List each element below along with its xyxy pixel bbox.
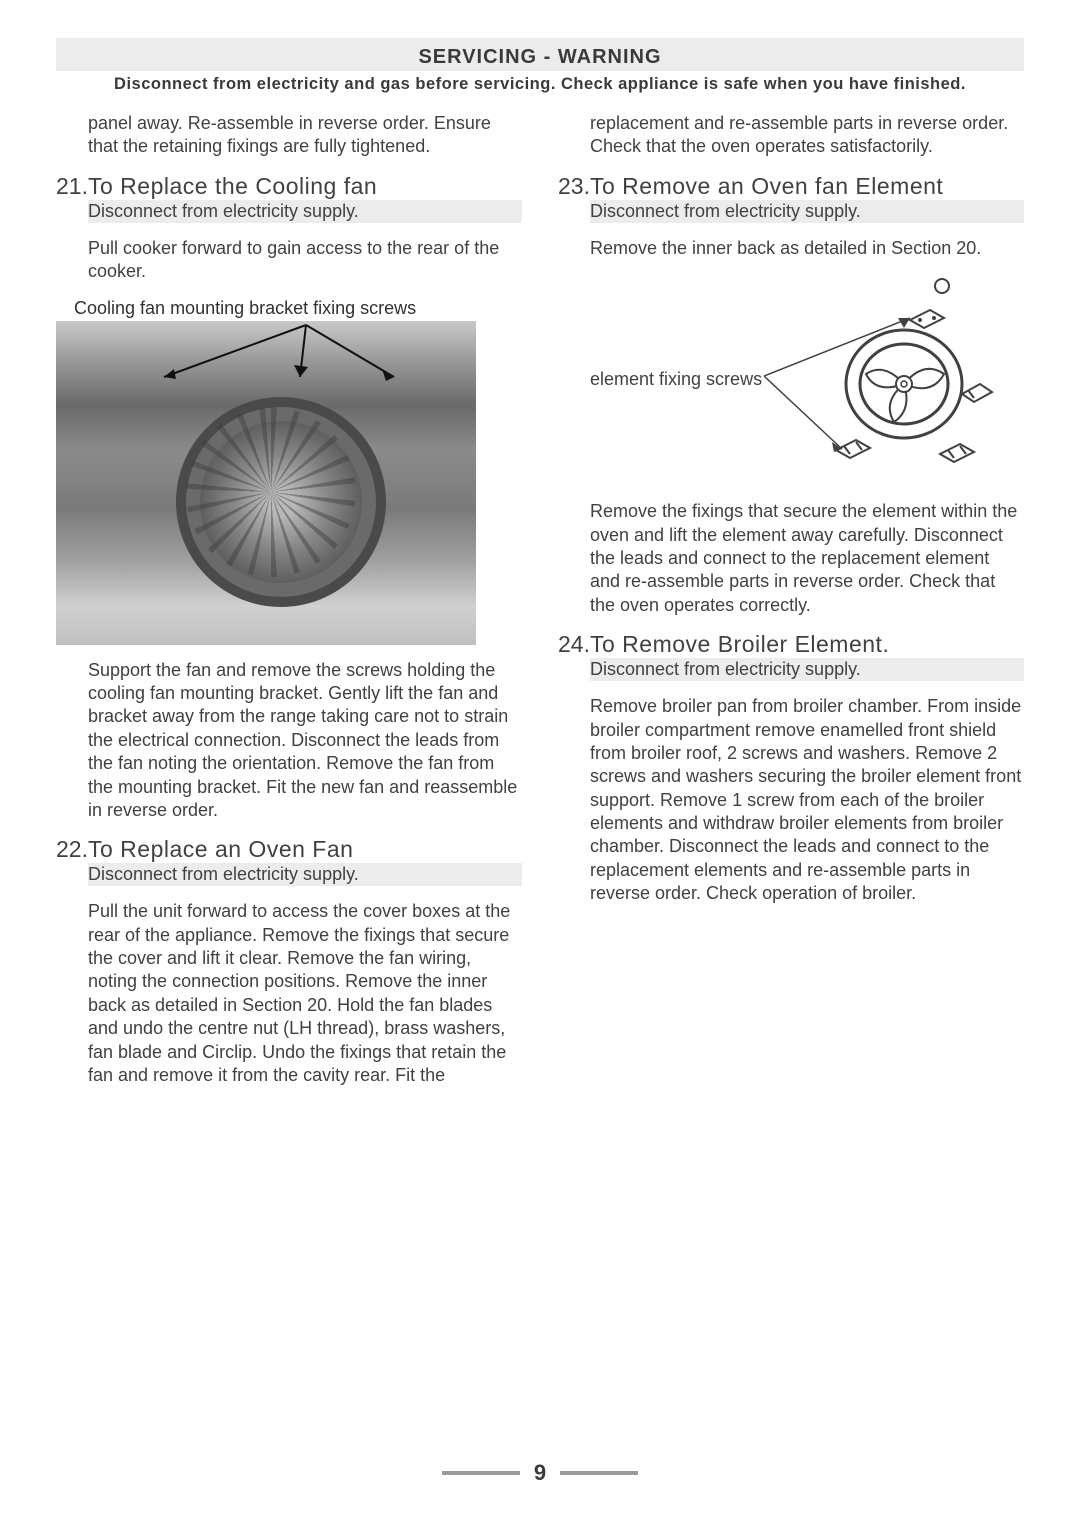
left-column: panel away. Re-assemble in reverse order… (56, 112, 522, 1101)
content-columns: panel away. Re-assemble in reverse order… (56, 112, 1024, 1101)
section-21-disconnect: Disconnect from electricity supply. (88, 200, 522, 223)
cooling-fan-photo (56, 321, 476, 645)
section-23-title: To Remove an Oven fan Element (590, 173, 943, 200)
footer-bar-right (560, 1471, 638, 1475)
page-number: 9 (534, 1460, 546, 1486)
section-22-num: 22. (56, 836, 88, 863)
section-23-head: 23. To Remove an Oven fan Element (558, 173, 1024, 200)
section-24-title: To Remove Broiler Element. (590, 631, 889, 658)
section-24-num: 24. (558, 631, 590, 658)
warning-banner: SERVICING - WARNING (56, 38, 1024, 71)
warning-title: SERVICING - WARNING (56, 46, 1024, 69)
page-footer: 9 (0, 1460, 1080, 1486)
section-21-head: 21. To Replace the Cooling fan (56, 173, 522, 200)
section-21-p2: Support the fan and remove the screws ho… (88, 659, 522, 823)
section-24-disconnect: Disconnect from electricity supply. (590, 658, 1024, 681)
section-23-p1: Remove the inner back as detailed in Sec… (590, 237, 1024, 260)
section-24-p1: Remove broiler pan from broiler chamber.… (590, 695, 1024, 906)
element-diagram-block: element fixing screws (558, 274, 1024, 484)
section-21-p1: Pull cooker forward to gain access to th… (88, 237, 522, 284)
section-21-title: To Replace the Cooling fan (88, 173, 377, 200)
left-intro-text: panel away. Re-assemble in reverse order… (88, 112, 522, 159)
section-23-p2: Remove the fixings that secure the eleme… (590, 500, 1024, 617)
section-23-disconnect: Disconnect from electricity supply. (590, 200, 1024, 223)
photo-caption: Cooling fan mounting bracket fixing scre… (74, 298, 522, 319)
section-22-title: To Replace an Oven Fan (88, 836, 353, 863)
section-24-head: 24. To Remove Broiler Element. (558, 631, 1024, 658)
footer-bar-left (442, 1471, 520, 1475)
right-column: replacement and re-assemble parts in rev… (558, 112, 1024, 1101)
page: SERVICING - WARNING Disconnect from elec… (0, 0, 1080, 1101)
element-diagram-icon (764, 274, 994, 484)
section-21-num: 21. (56, 173, 88, 200)
section-22-head: 22. To Replace an Oven Fan (56, 836, 522, 863)
section-22-p1: Pull the unit forward to access the cove… (88, 900, 522, 1087)
warning-subtitle: Disconnect from electricity and gas befo… (56, 75, 1024, 94)
section-23-num: 23. (558, 173, 590, 200)
element-diagram-label: element fixing screws (558, 369, 762, 390)
section-22-disconnect: Disconnect from electricity supply. (88, 863, 522, 886)
arrow-overlay-icon (56, 321, 476, 645)
right-intro-text: replacement and re-assemble parts in rev… (590, 112, 1024, 159)
